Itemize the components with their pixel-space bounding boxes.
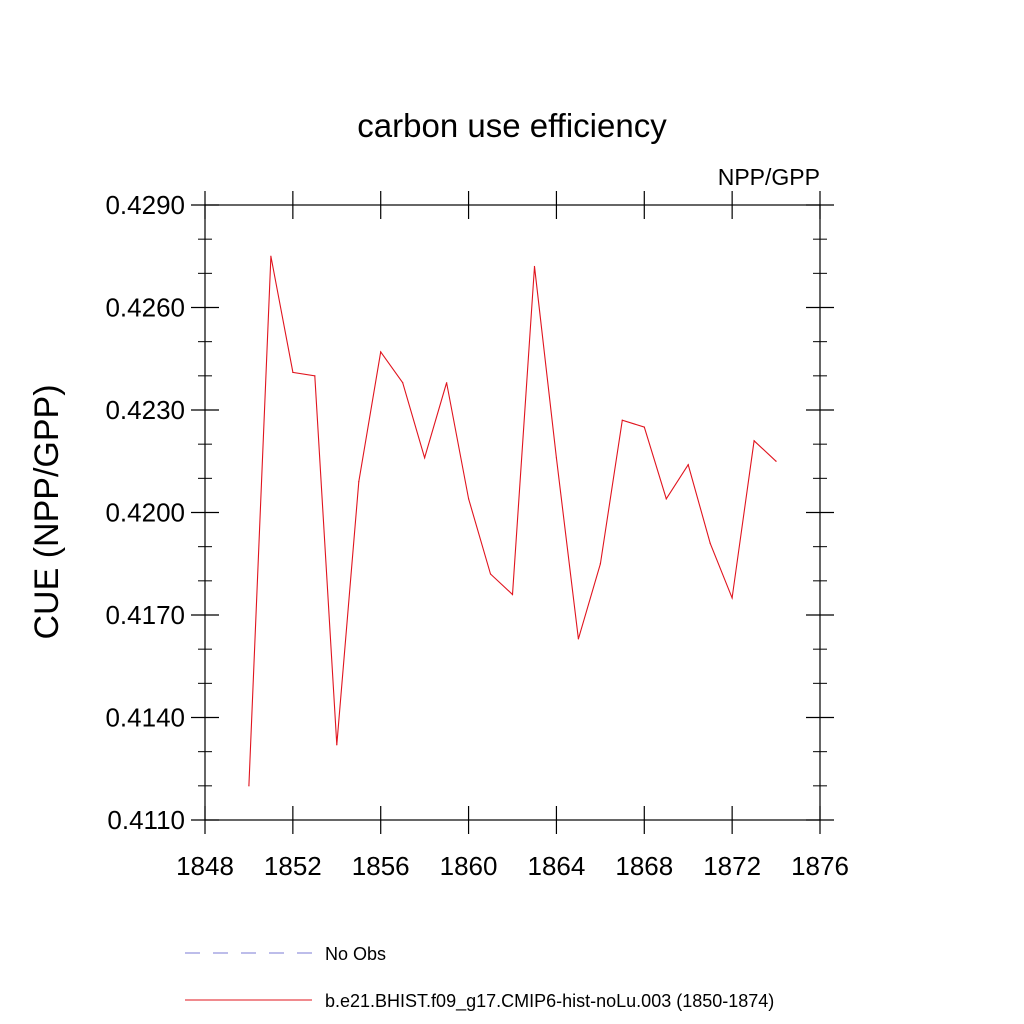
data-point [687,464,689,466]
x-tick-label: 1864 [528,851,586,881]
x-tick-label: 1856 [352,851,410,881]
data-point [336,744,338,746]
data-point [709,542,711,544]
data-point [292,371,294,374]
data-point [358,481,360,483]
y-tick-label: 0.4230 [105,395,185,425]
y-tick-label: 0.4110 [107,805,185,835]
data-point [577,638,579,640]
series-line-1 [248,256,777,786]
chart-title: carbon use efficiency [357,107,667,144]
data-point [775,460,777,462]
data-point [665,498,667,500]
y-tick-label: 0.4170 [105,600,185,630]
legend: No Obs b.e21.BHIST.f09_g17.CMIP6-hist-noL… [185,944,774,1012]
data-point [270,255,272,257]
x-tick-label: 1848 [176,851,234,881]
x-tick-label: 1852 [264,851,322,881]
data-point [621,419,623,421]
y-axis: 0.4110 0.4140 0.4170 0.4200 0.4230 0.4260 0.42… [105,190,834,835]
data-point [489,573,492,575]
y-tick-label: 0.4140 [105,703,185,733]
data-point [533,265,536,268]
x-tick-label: 1868 [615,851,673,881]
data-point [753,440,755,442]
y-tick-label: 0.4290 [105,190,185,220]
plot-lines [248,255,777,787]
data-point [643,426,645,428]
x-tick-label: 1876 [791,851,849,881]
x-tick-label: 1860 [440,851,498,881]
y-axis-label: CUE (NPP/GPP) [28,384,66,639]
legend-label: No Obs [325,944,386,964]
data-point [731,597,733,599]
data-point [555,457,558,459]
data-point [599,563,601,565]
data-point [511,593,514,596]
data-point [314,375,316,377]
chart-subtitle: NPP/GPP [718,164,820,190]
data-point [402,382,404,384]
y-tick-label: 0.4200 [105,498,185,528]
data-point [424,457,426,459]
data-point [467,498,470,500]
legend-label: b.e21.BHIST.f09_g17.CMIP6-hist-noLu.003 … [325,991,774,1012]
x-axis: 1848 1852 1856 1860 1864 1868 1872 1876 [176,191,849,881]
y-tick-label: 0.4260 [105,293,185,323]
data-point [380,351,382,353]
x-tick-label: 1872 [703,851,761,881]
plot-frame [204,204,821,821]
data-point [446,382,448,384]
data-point [248,785,250,787]
